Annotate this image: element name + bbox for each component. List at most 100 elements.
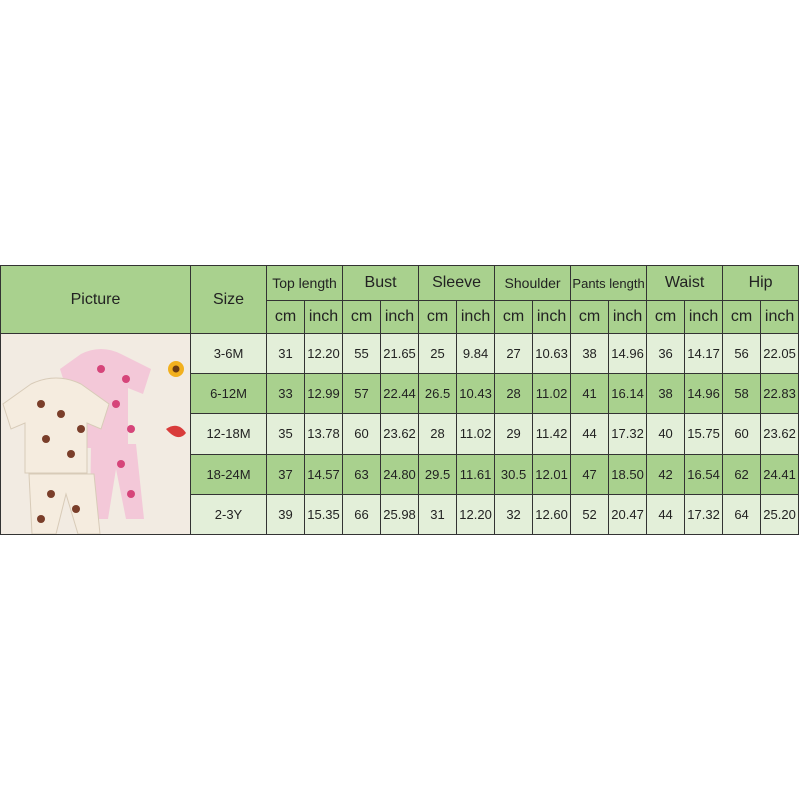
measurement-header: Waist — [646, 265, 724, 301]
header-row-units: cm inch cm inch cm inch cm inch cm inch cm inch cm in… — [1, 300, 800, 334]
value-cell: 16.14 — [608, 373, 648, 415]
value-cell: 56 — [722, 332, 762, 375]
value-cell: 33 — [266, 373, 305, 415]
value-cell: 37 — [266, 453, 305, 495]
unit-header: inch — [608, 300, 648, 334]
measurement-header: Shoulder — [494, 265, 572, 301]
table-row: 18-24M 37 14.57 63 24.80 29.5 11.61 30.5 12.01 47… — [1, 453, 800, 495]
table-row: 3-6M 31 12.20 55 21.65 25 9.84 27 10.63 38 14.96 36… — [0, 332, 800, 535]
value-cell: 52 — [570, 493, 610, 536]
value-cell: 28 — [494, 373, 534, 415]
value-cell: 14.57 — [303, 453, 344, 495]
value-cell: 28 — [418, 413, 458, 455]
value-cell: 66 — [342, 493, 382, 536]
value-cell: 44 — [570, 413, 610, 455]
value-cell: 24.80 — [380, 453, 420, 495]
size-header: Size — [190, 265, 267, 334]
unit-header: cm — [646, 300, 686, 334]
value-cell: 25.98 — [380, 493, 420, 536]
unit-header: cm — [342, 300, 382, 334]
value-cell: 11.02 — [532, 373, 572, 415]
unit-header: inch — [303, 300, 344, 334]
value-cell: 38 — [570, 332, 610, 375]
size-cell: 12-18M — [190, 413, 267, 455]
measurement-header: Top length — [265, 265, 344, 301]
value-cell: 17.32 — [608, 413, 648, 455]
unit-header: inch — [532, 300, 572, 334]
value-cell: 26.5 — [418, 373, 458, 415]
value-cell: 12.60 — [532, 493, 572, 536]
value-cell: 12.20 — [303, 332, 344, 375]
value-cell: 15.35 — [303, 493, 344, 536]
value-cell: 25 — [418, 332, 458, 375]
value-cell: 17.32 — [684, 493, 724, 536]
unit-header: cm — [494, 300, 534, 334]
size-cell: 18-24M — [190, 453, 267, 495]
beige-outfit — [2, 377, 110, 534]
value-cell: 21.65 — [380, 332, 420, 375]
value-cell: 29.5 — [418, 453, 458, 495]
unit-header: inch — [760, 300, 800, 334]
value-cell: 18.50 — [608, 453, 648, 495]
value-cell: 58 — [722, 373, 762, 415]
value-cell: 20.47 — [608, 493, 648, 536]
value-cell: 22.05 — [760, 332, 800, 375]
value-cell: 23.62 — [380, 413, 420, 455]
value-cell: 16.54 — [684, 453, 724, 495]
measurement-header: Hip — [722, 265, 800, 301]
value-cell: 32 — [494, 493, 534, 536]
unit-header: cm — [266, 300, 305, 334]
size-chart-table: Picture Size Top length Bust Sleeve Shoulde… — [0, 265, 800, 536]
value-cell: 14.96 — [684, 373, 724, 415]
value-cell: 11.42 — [532, 413, 572, 455]
value-cell: 39 — [266, 493, 305, 536]
leaf-icon — [166, 425, 186, 438]
unit-header: cm — [722, 300, 762, 334]
value-cell: 22.83 — [760, 373, 800, 415]
value-cell: 62 — [722, 453, 762, 495]
value-cell: 29 — [494, 413, 534, 455]
value-cell: 36 — [646, 332, 686, 375]
value-cell: 57 — [342, 373, 382, 415]
unit-header: inch — [380, 300, 420, 334]
product-picture — [0, 333, 191, 535]
value-cell: 25.20 — [760, 493, 800, 536]
value-cell: 10.63 — [532, 332, 572, 375]
value-cell: 30.5 — [494, 453, 534, 495]
value-cell: 64 — [722, 493, 762, 536]
unit-header: cm — [570, 300, 610, 334]
value-cell: 31 — [418, 493, 458, 536]
value-cell: 11.02 — [456, 413, 496, 455]
unit-header: inch — [684, 300, 724, 334]
value-cell: 12.20 — [456, 493, 496, 536]
value-cell: 12.99 — [303, 373, 344, 415]
value-cell: 38 — [646, 373, 686, 415]
measurement-header: Pants length — [570, 265, 648, 301]
value-cell: 41 — [570, 373, 610, 415]
unit-header: cm — [418, 300, 458, 334]
value-cell: 63 — [342, 453, 382, 495]
size-cell: 3-6M — [190, 332, 267, 375]
value-cell: 27 — [494, 332, 534, 375]
value-cell: 31 — [266, 332, 305, 375]
value-cell: 11.61 — [456, 453, 496, 495]
size-cell: 6-12M — [190, 373, 267, 415]
table-row: 6-12M 33 12.99 57 22.44 26.5 10.43 28 11.02 41 16.… — [1, 373, 800, 415]
measurement-header: Sleeve — [418, 265, 496, 301]
value-cell: 44 — [646, 493, 686, 536]
value-cell: 22.44 — [380, 373, 420, 415]
pink-outfit — [60, 349, 151, 519]
outfit-illustration — [1, 334, 190, 534]
value-cell: 13.78 — [303, 413, 344, 455]
unit-header: inch — [456, 300, 496, 334]
value-cell: 12.01 — [532, 453, 572, 495]
picture-header: Picture — [0, 265, 191, 334]
product-image — [1, 334, 190, 534]
value-cell: 42 — [646, 453, 686, 495]
value-cell: 15.75 — [684, 413, 724, 455]
measurement-header: Bust — [342, 265, 420, 301]
value-cell: 14.96 — [608, 332, 648, 375]
value-cell: 47 — [570, 453, 610, 495]
value-cell: 14.17 — [684, 332, 724, 375]
value-cell: 35 — [266, 413, 305, 455]
